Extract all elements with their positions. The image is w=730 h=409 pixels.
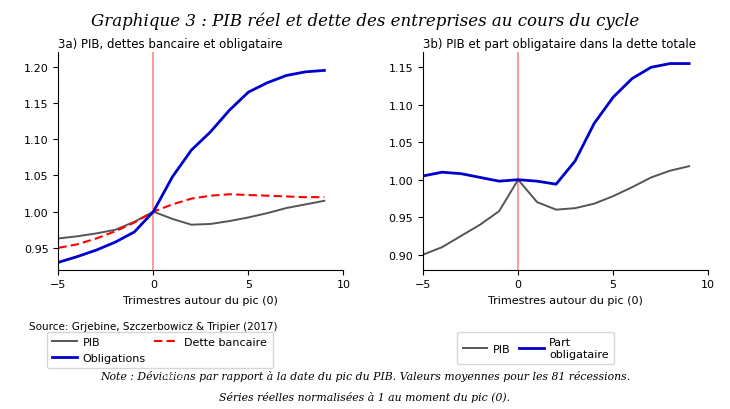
X-axis label: Trimestres autour du pic (0): Trimestres autour du pic (0) bbox=[123, 295, 278, 305]
X-axis label: Trimestres autour du pic (0): Trimestres autour du pic (0) bbox=[488, 295, 643, 305]
Text: Graphique 3 : PIB réel et dette des entreprises au cours du cycle: Graphique 3 : PIB réel et dette des entr… bbox=[91, 12, 639, 30]
Text: 3a) PIB, dettes bancaire et obligataire: 3a) PIB, dettes bancaire et obligataire bbox=[58, 38, 283, 51]
Text: Séries réelles normalisées à 1 au moment du pic (0).: Séries réelles normalisées à 1 au moment… bbox=[220, 391, 510, 402]
Text: Source: Grjebine, Szczerbowicz & Tripier (2017): Source: Grjebine, Szczerbowicz & Tripier… bbox=[29, 321, 277, 331]
Text: 3b) PIB et part obligataire dans la dette totale: 3b) PIB et part obligataire dans la dett… bbox=[423, 38, 696, 51]
Text: Note : Déviations par rapport à la date du pic du PIB. Valeurs moyennes pour les: Note : Déviations par rapport à la date … bbox=[100, 370, 630, 381]
Legend: PIB, Part
obligataire: PIB, Part obligataire bbox=[457, 332, 615, 364]
Text: Note: Note bbox=[160, 370, 186, 380]
Legend: PIB, Obligations, Dette bancaire: PIB, Obligations, Dette bancaire bbox=[47, 332, 273, 369]
